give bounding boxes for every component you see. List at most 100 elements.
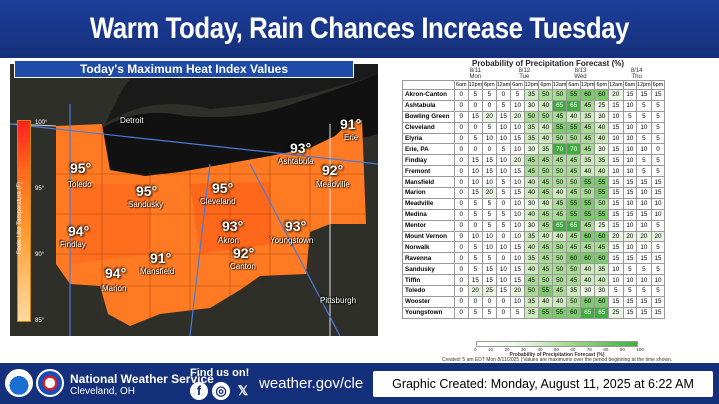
legend-tick: 80 — [603, 347, 609, 352]
pop-value: 60 — [579, 252, 596, 265]
pop-value: 15 — [622, 176, 638, 189]
location-name: Cleveland — [402, 121, 455, 134]
pop-value: 10 — [622, 154, 638, 167]
pop-value: 50 — [566, 176, 581, 189]
pop-value: 10 — [467, 176, 484, 189]
pop-value: 45 — [551, 154, 568, 167]
pop-value: 0 — [467, 121, 484, 134]
pop-value: 5 — [510, 306, 525, 319]
heat-index-map — [10, 64, 378, 336]
instagram-icon[interactable]: ◎ — [212, 382, 230, 400]
city-label-meadville: Meadville — [316, 180, 350, 189]
pop-value: 5 — [650, 241, 666, 254]
pop-value: 10 — [482, 176, 497, 189]
pop-value: 20 — [510, 285, 525, 297]
pop-value: 60 — [579, 295, 596, 308]
pop-value: 65 — [551, 219, 568, 232]
pop-value: 50 — [523, 285, 540, 297]
pop-value: 0 — [454, 197, 469, 210]
pop-value: 45 — [551, 110, 568, 123]
pop-value: 15 — [608, 197, 624, 210]
pop-value: 50 — [551, 241, 568, 254]
website-link[interactable]: weather.gov/cle — [259, 375, 364, 392]
find-us-label: Find us on! — [190, 367, 250, 379]
legend-tick: 60 — [570, 347, 576, 352]
pop-value: 50 — [551, 89, 568, 101]
pop-value: 60 — [566, 252, 581, 265]
pop-value: 15 — [467, 187, 484, 199]
temp-erie: 91° — [340, 116, 362, 132]
pop-value: 20 — [510, 110, 525, 123]
org-city: Cleveland, OH — [70, 386, 136, 397]
pop-value: 5 — [650, 285, 666, 297]
pop-value: 30 — [523, 219, 540, 232]
pop-value: 5 — [636, 165, 652, 178]
location-name: Mentor — [402, 219, 455, 232]
pop-value: 10 — [622, 99, 638, 112]
location-name: Elyria — [402, 132, 455, 145]
pop-value: 40 — [566, 110, 581, 123]
pop-value: 20 — [467, 285, 484, 297]
pop-value: 40 — [594, 132, 610, 145]
legend-tick: 40 — [537, 347, 543, 352]
facebook-icon[interactable]: f — [190, 382, 208, 400]
pop-value: 5 — [495, 208, 512, 221]
temp-cleveland: 95° — [212, 180, 234, 196]
location-name: Mansfield — [402, 176, 455, 189]
pop-legend-bar — [476, 341, 638, 347]
pop-value: 60 — [594, 89, 610, 101]
pop-value: 20 — [510, 154, 525, 167]
pop-value: 30 — [594, 143, 610, 156]
pop-value: 10 — [482, 132, 497, 145]
pop-value: 5 — [636, 132, 652, 145]
pop-value: 0 — [454, 99, 469, 112]
pop-value: 70 — [566, 143, 581, 156]
pop-value: 5 — [650, 263, 666, 276]
pop-value: 40 — [594, 121, 610, 134]
table-row: Bowling Green 0 15 20 15 20 50 50 45 40 35 30 10 5 5 5 — [402, 110, 666, 123]
pop-value: 15 — [608, 295, 624, 308]
pop-value: 10 — [510, 252, 525, 265]
pop-value: 5 — [467, 89, 484, 101]
footer: National Weather Service Cleveland, OH F… — [0, 363, 719, 404]
hour-header: 6am — [622, 80, 638, 90]
pop-value: 25 — [594, 99, 610, 112]
pop-value: 20 — [622, 230, 638, 243]
pop-value: 55 — [579, 197, 596, 210]
pop-value: 10 — [495, 165, 512, 178]
hour-header: 12pm — [579, 80, 596, 90]
pop-value: 55 — [566, 89, 581, 101]
nws-logo-icon — [36, 369, 64, 397]
pop-value: 10 — [650, 197, 666, 210]
pop-value: 35 — [523, 132, 540, 145]
pop-value: 10 — [510, 143, 525, 156]
table-row: Ashtabula 0 0 0 5 10 30 40 65 65 45 25 15 10 5 5 — [402, 99, 666, 112]
city-label-findlay: Findlay — [60, 240, 86, 249]
pop-value: 5 — [650, 219, 666, 232]
pop-value: 0 — [454, 241, 469, 254]
pop-value: 10 — [636, 241, 652, 254]
pop-value: 50 — [566, 295, 581, 308]
x-twitter-icon[interactable]: 𝕏 — [237, 383, 249, 398]
legend-tick: 30 — [520, 347, 526, 352]
pop-value: 10 — [636, 121, 652, 134]
scale-tick: 100° — [35, 120, 48, 126]
pop-value: 5 — [495, 219, 512, 232]
pop-value: 15 — [650, 295, 666, 308]
hour-header: 6am — [566, 80, 581, 90]
pop-value: 10 — [622, 197, 638, 210]
city-label-cleveland: Cleveland — [200, 197, 236, 206]
pop-value: 45 — [538, 176, 553, 189]
pop-value: 10 — [510, 295, 525, 308]
pop-value: 15 — [608, 252, 624, 265]
scale-tick: 85° — [35, 318, 45, 324]
pop-value: 0 — [454, 208, 469, 221]
pop-value: 15 — [608, 208, 624, 221]
pop-value: 15 — [495, 285, 512, 297]
table-row: Norwalk 0 5 10 10 15 40 45 50 45 45 45 15 10 10 5 — [402, 241, 666, 254]
pop-value: 10 — [510, 197, 525, 210]
pop-value: 5 — [467, 197, 484, 210]
pop-value: 15 — [467, 110, 484, 123]
pop-value: 40 — [579, 165, 596, 178]
pop-value: 20 — [636, 230, 652, 243]
